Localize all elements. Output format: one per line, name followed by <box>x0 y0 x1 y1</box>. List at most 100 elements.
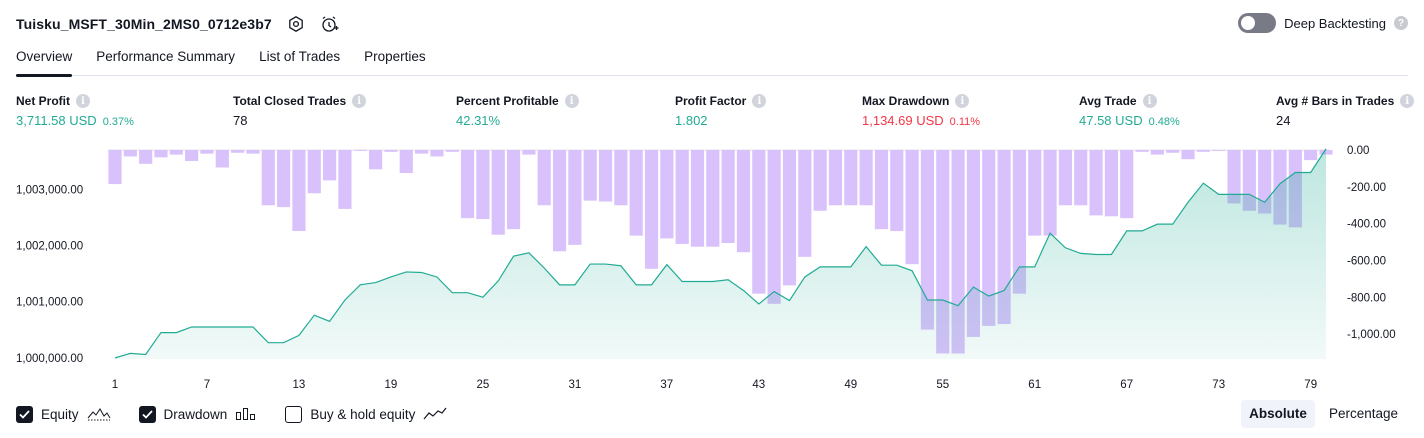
drawdown-bar <box>292 150 305 231</box>
settings-icon[interactable] <box>286 14 306 34</box>
buy-hold-icon <box>423 407 447 421</box>
drawdown-bar <box>323 150 336 180</box>
trade-tick-label: 19 <box>385 379 398 391</box>
drawdown-bar <box>752 150 765 294</box>
metric-percent: 0.48% <box>1149 116 1180 128</box>
drawdown-bar <box>737 150 750 252</box>
legend-drawdown[interactable]: Drawdown <box>139 406 258 423</box>
drawdown-bar <box>262 150 275 205</box>
drawdown-bar <box>354 150 367 151</box>
legend-label: Buy & hold equity <box>310 407 415 422</box>
drawdown-bar <box>722 150 735 243</box>
legend-buy-hold-equity[interactable]: Buy & hold equity <box>285 406 447 423</box>
equity-axis: 1,000,000.00 1,001,000.00 1,002,000.00 1,00… <box>16 184 83 365</box>
drawdown-bar <box>1120 150 1133 218</box>
legend-equity[interactable]: Equity <box>16 406 111 423</box>
metric-value: 78 <box>233 113 247 128</box>
checkbox-unchecked-icon[interactable] <box>285 406 302 423</box>
deep-backtesting-toggle[interactable] <box>1238 13 1276 33</box>
info-icon[interactable]: i <box>76 94 90 108</box>
drawdown-bar <box>308 150 321 193</box>
drawdown-tick-label: 0.00 <box>1347 145 1369 157</box>
tab-performance-summary[interactable]: Performance Summary <box>96 44 235 76</box>
trade-tick-label: 7 <box>204 379 210 391</box>
drawdown-bar <box>1028 150 1041 236</box>
drawdown-bar <box>200 150 213 154</box>
metric-max-drawdown: Max Drawdown i 1,134.69 USD 0.11% <box>862 94 980 128</box>
drawdown-bar <box>660 150 673 238</box>
metric-percent: 0.11% <box>950 116 980 128</box>
equity-tick-label: 1,002,000.00 <box>16 241 83 253</box>
drawdown-bar <box>691 150 704 247</box>
info-icon[interactable]: i <box>1400 94 1414 108</box>
equity-tick-label: 1,001,000.00 <box>16 297 83 309</box>
drawdown-bar <box>139 150 152 164</box>
drawdown-bar <box>154 150 167 157</box>
metric-value: 1,134.69 USD <box>862 113 944 128</box>
metric-avg-bars-in-trades: Avg # Bars in Trades i 24 <box>1276 94 1414 128</box>
checkbox-checked-icon[interactable] <box>139 406 156 423</box>
info-icon[interactable]: i <box>1143 94 1157 108</box>
deep-backtesting-label: Deep Backtesting <box>1284 16 1386 31</box>
trade-tick-label: 49 <box>844 379 857 391</box>
drawdown-bar <box>461 150 474 218</box>
trade-tick-label: 43 <box>752 379 765 391</box>
drawdown-bar <box>553 150 566 251</box>
trade-tick-label: 13 <box>293 379 306 391</box>
metric-value: 24 <box>1276 113 1290 128</box>
drawdown-bar <box>277 150 290 207</box>
drawdown-bar <box>400 150 413 173</box>
drawdown-bar <box>384 150 397 152</box>
checkbox-checked-icon[interactable] <box>16 406 33 423</box>
drawdown-bar <box>1304 150 1317 160</box>
drawdown-bar <box>860 150 873 205</box>
metric-value: 42.31% <box>456 113 500 128</box>
equity-icon <box>87 407 111 421</box>
drawdown-bar <box>415 150 428 154</box>
percentage-button[interactable]: Percentage <box>1321 400 1406 428</box>
drawdown-bar <box>538 150 551 205</box>
absolute-button[interactable]: Absolute <box>1241 400 1315 428</box>
metric-value: 47.58 USD <box>1079 113 1143 128</box>
tab-properties[interactable]: Properties <box>364 44 426 76</box>
drawdown-bar <box>522 150 535 155</box>
metric-value: 3,711.58 USD <box>16 113 97 128</box>
legend-label: Drawdown <box>164 407 228 422</box>
drawdown-bar <box>1151 150 1164 155</box>
info-icon[interactable]: i <box>955 94 969 108</box>
drawdown-bar <box>430 150 443 156</box>
drawdown-bar <box>476 150 489 219</box>
info-icon[interactable]: i <box>565 94 579 108</box>
trade-tick-label: 73 <box>1212 379 1225 391</box>
drawdown-bar <box>1135 150 1148 152</box>
trade-tick-label: 37 <box>660 379 673 391</box>
drawdown-bar <box>783 150 796 285</box>
metric-label: Net Profit <box>16 94 70 108</box>
info-icon[interactable]: i <box>752 94 766 108</box>
drawdown-bar <box>829 150 842 205</box>
metric-label: Avg Trade <box>1079 94 1137 108</box>
drawdown-bar <box>614 150 627 205</box>
equity-drawdown-chart[interactable]: 1,000,000.00 1,001,000.00 1,002,000.00 1,00… <box>0 140 1424 394</box>
chart-legend: Equity Drawdown Buy & hold equity <box>16 403 475 425</box>
drawdown-bar <box>507 150 520 229</box>
drawdown-tick-label: -600.00 <box>1347 256 1386 268</box>
drawdown-tick-label: -400.00 <box>1347 219 1386 231</box>
trade-tick-label: 67 <box>1120 379 1133 391</box>
drawdown-bar <box>446 150 459 152</box>
drawdown-bar <box>492 150 505 235</box>
drawdown-bar <box>1043 150 1056 236</box>
equity-tick-label: 1,000,000.00 <box>16 353 83 365</box>
info-icon[interactable]: i <box>352 94 366 108</box>
drawdown-bar <box>1212 150 1225 151</box>
tab-list-of-trades[interactable]: List of Trades <box>259 44 340 76</box>
metric-value: 1.802 <box>675 113 708 128</box>
drawdown-bar <box>706 150 719 247</box>
help-icon[interactable]: ? <box>1394 16 1408 30</box>
legend-label: Equity <box>41 407 79 422</box>
drawdown-bar <box>906 150 919 264</box>
drawdown-tick-label: -200.00 <box>1347 182 1386 194</box>
tab-overview[interactable]: Overview <box>16 44 72 76</box>
drawdown-bar <box>630 150 643 236</box>
add-alert-icon[interactable] <box>320 14 340 34</box>
